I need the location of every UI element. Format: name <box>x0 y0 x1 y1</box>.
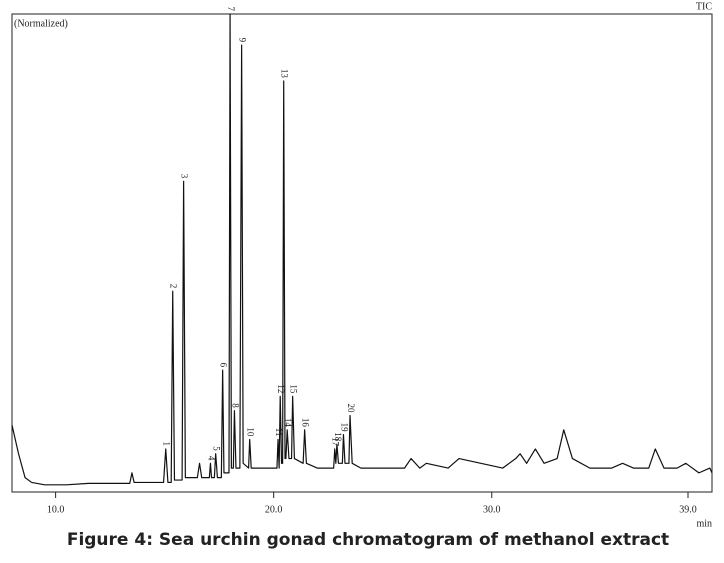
peak-label: 2 <box>169 284 179 289</box>
x-tick-label: 39.0 <box>679 504 697 515</box>
peak-label: 7 <box>226 7 236 12</box>
peak-label: 12 <box>276 384 286 393</box>
x-tick-label: 20.0 <box>265 504 283 515</box>
x-tick-label: 10.0 <box>47 504 65 515</box>
peak-label: 9 <box>238 38 248 43</box>
peak-label: 11 <box>274 428 284 437</box>
peak-label: 5 <box>212 446 222 451</box>
peak-label: 20 <box>346 404 356 414</box>
peak-label: 19 <box>339 423 349 433</box>
peak-label: 10 <box>246 427 256 437</box>
peak-label: 17 <box>331 437 341 447</box>
peak-label: 13 <box>280 69 290 79</box>
peak-label: 4 <box>206 456 216 461</box>
peak-label: 6 <box>219 363 229 368</box>
trace <box>11 13 713 486</box>
y-axis-label: (Normalized) <box>14 18 68 29</box>
peak-label: 15 <box>289 384 299 394</box>
peak-label: 18 <box>333 432 343 442</box>
x-tick-label: 30.0 <box>483 504 501 515</box>
peak-label: 1 <box>162 441 172 446</box>
chart-title: Figure 4: Sea urchin gonad chromatogram … <box>67 530 669 550</box>
plot-frame <box>11 13 713 493</box>
peak-label: 16 <box>301 418 311 428</box>
x-axis-label: min <box>696 518 712 529</box>
peak-label: 3 <box>180 174 190 179</box>
peak-label: 8 <box>230 403 240 408</box>
series-label: TIC <box>696 1 712 12</box>
peak-label: 14 <box>283 418 293 428</box>
